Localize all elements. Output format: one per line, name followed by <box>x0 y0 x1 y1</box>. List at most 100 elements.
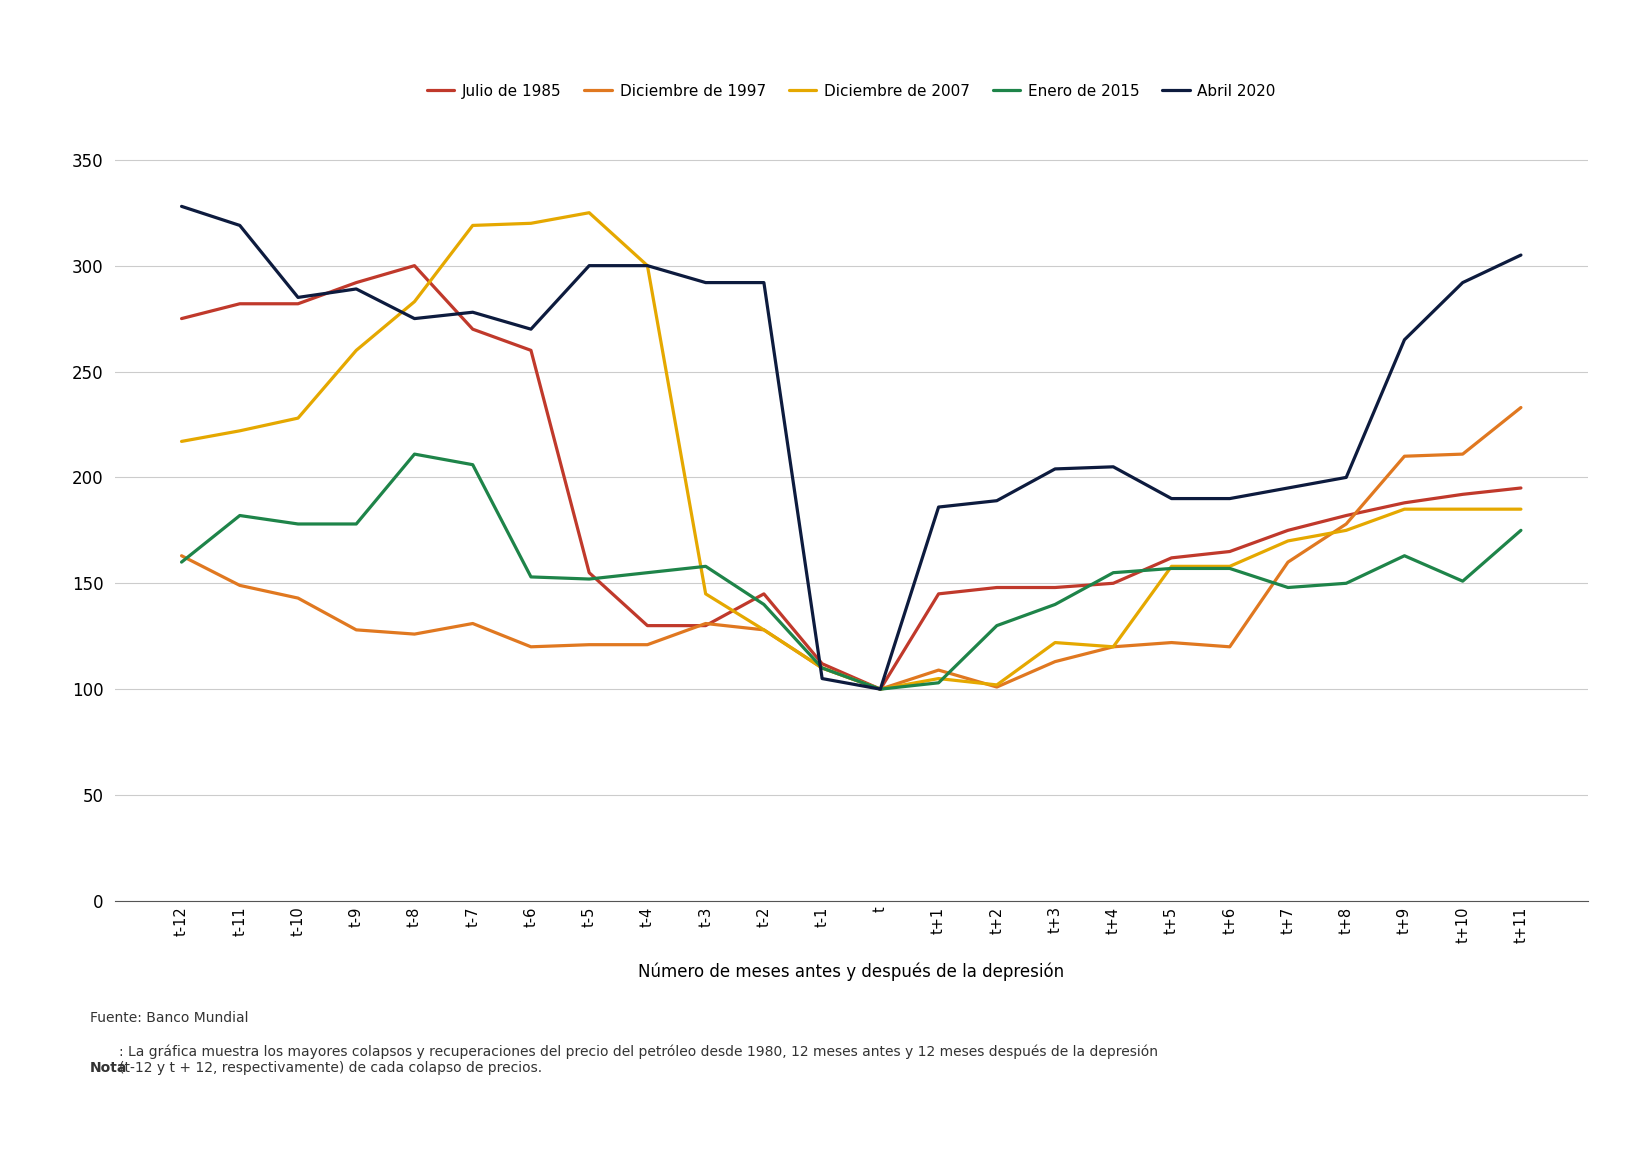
Diciembre de 2007 <box>637 259 656 273</box>
Enero de 2015 <box>347 517 367 531</box>
Julio de 1985 <box>987 581 1007 595</box>
Abril 2020 <box>696 276 715 290</box>
Julio de 1985 <box>579 566 599 580</box>
Diciembre de 2007 <box>229 424 249 438</box>
Enero de 2015 <box>1336 576 1355 590</box>
Abril 2020 <box>1278 480 1298 494</box>
Julio de 1985 <box>1162 551 1182 565</box>
Diciembre de 1997 <box>404 627 424 641</box>
Diciembre de 1997 <box>1511 401 1531 415</box>
Diciembre de 1997 <box>463 617 483 631</box>
Diciembre de 2007 <box>928 672 948 686</box>
Line: Diciembre de 2007: Diciembre de 2007 <box>182 213 1521 690</box>
Diciembre de 2007 <box>463 218 483 232</box>
Enero de 2015 <box>1278 581 1298 595</box>
Enero de 2015 <box>871 683 891 696</box>
Abril 2020 <box>288 290 308 304</box>
Enero de 2015 <box>755 597 774 611</box>
Enero de 2015 <box>463 457 483 471</box>
Julio de 1985 <box>812 657 832 671</box>
Abril 2020 <box>1103 460 1123 474</box>
Julio de 1985 <box>521 343 540 357</box>
Diciembre de 1997 <box>637 638 656 651</box>
Abril 2020 <box>579 259 599 273</box>
Julio de 1985 <box>1278 523 1298 537</box>
Line: Abril 2020: Abril 2020 <box>182 207 1521 690</box>
Julio de 1985 <box>928 587 948 601</box>
Julio de 1985 <box>288 297 308 311</box>
Enero de 2015 <box>1046 597 1066 611</box>
Diciembre de 2007 <box>987 678 1007 692</box>
Julio de 1985 <box>229 297 249 311</box>
Abril 2020 <box>229 218 249 232</box>
Text: Nota: Nota <box>90 1060 128 1075</box>
Enero de 2015 <box>812 661 832 675</box>
Diciembre de 2007 <box>871 683 891 696</box>
Julio de 1985 <box>1511 480 1531 494</box>
Diciembre de 1997 <box>871 683 891 696</box>
Diciembre de 2007 <box>521 216 540 230</box>
Text: : La gráfica muestra los mayores colapsos y recuperaciones del precio del petról: : La gráfica muestra los mayores colapso… <box>120 1044 1157 1075</box>
Enero de 2015 <box>288 517 308 531</box>
Diciembre de 1997 <box>579 638 599 651</box>
Enero de 2015 <box>1454 574 1473 588</box>
Julio de 1985 <box>1103 576 1123 590</box>
Julio de 1985 <box>1454 487 1473 501</box>
Enero de 2015 <box>696 559 715 573</box>
Abril 2020 <box>463 305 483 319</box>
Diciembre de 1997 <box>1336 517 1355 531</box>
Abril 2020 <box>1511 248 1531 262</box>
Abril 2020 <box>404 312 424 326</box>
X-axis label: Número de meses antes y después de la depresión: Número de meses antes y después de la de… <box>638 962 1064 981</box>
Julio de 1985 <box>1336 508 1355 522</box>
Enero de 2015 <box>987 619 1007 633</box>
Diciembre de 2007 <box>1046 635 1066 649</box>
Enero de 2015 <box>1511 523 1531 537</box>
Julio de 1985 <box>172 312 192 326</box>
Diciembre de 2007 <box>755 623 774 636</box>
Diciembre de 2007 <box>347 343 367 357</box>
Abril 2020 <box>1336 470 1355 484</box>
Abril 2020 <box>521 322 540 336</box>
Text: Fuente: Banco Mundial: Fuente: Banco Mundial <box>90 1011 249 1026</box>
Diciembre de 1997 <box>1220 640 1239 654</box>
Diciembre de 2007 <box>812 661 832 675</box>
Diciembre de 2007 <box>172 434 192 448</box>
Enero de 2015 <box>579 572 599 586</box>
Diciembre de 2007 <box>288 411 308 425</box>
Diciembre de 1997 <box>288 591 308 605</box>
Julio de 1985 <box>871 683 891 696</box>
Abril 2020 <box>1162 492 1182 506</box>
Enero de 2015 <box>1395 549 1414 562</box>
Abril 2020 <box>637 259 656 273</box>
Diciembre de 1997 <box>1046 655 1066 669</box>
Diciembre de 1997 <box>229 579 249 593</box>
Abril 2020 <box>755 276 774 290</box>
Julio de 1985 <box>347 276 367 290</box>
Enero de 2015 <box>1103 566 1123 580</box>
Diciembre de 2007 <box>404 295 424 308</box>
Diciembre de 2007 <box>1278 534 1298 547</box>
Diciembre de 1997 <box>347 623 367 636</box>
Diciembre de 2007 <box>1395 502 1414 516</box>
Diciembre de 2007 <box>1162 559 1182 573</box>
Julio de 1985 <box>1220 545 1239 559</box>
Diciembre de 2007 <box>1511 502 1531 516</box>
Abril 2020 <box>1454 276 1473 290</box>
Diciembre de 1997 <box>172 549 192 562</box>
Diciembre de 2007 <box>1103 640 1123 654</box>
Diciembre de 2007 <box>1454 502 1473 516</box>
Abril 2020 <box>347 282 367 296</box>
Julio de 1985 <box>637 619 656 633</box>
Enero de 2015 <box>172 556 192 569</box>
Diciembre de 1997 <box>755 623 774 636</box>
Abril 2020 <box>871 683 891 696</box>
Line: Diciembre de 1997: Diciembre de 1997 <box>182 408 1521 690</box>
Enero de 2015 <box>229 508 249 522</box>
Diciembre de 1997 <box>928 663 948 677</box>
Julio de 1985 <box>463 322 483 336</box>
Abril 2020 <box>1220 492 1239 506</box>
Enero de 2015 <box>404 447 424 461</box>
Line: Julio de 1985: Julio de 1985 <box>182 266 1521 690</box>
Diciembre de 1997 <box>987 680 1007 694</box>
